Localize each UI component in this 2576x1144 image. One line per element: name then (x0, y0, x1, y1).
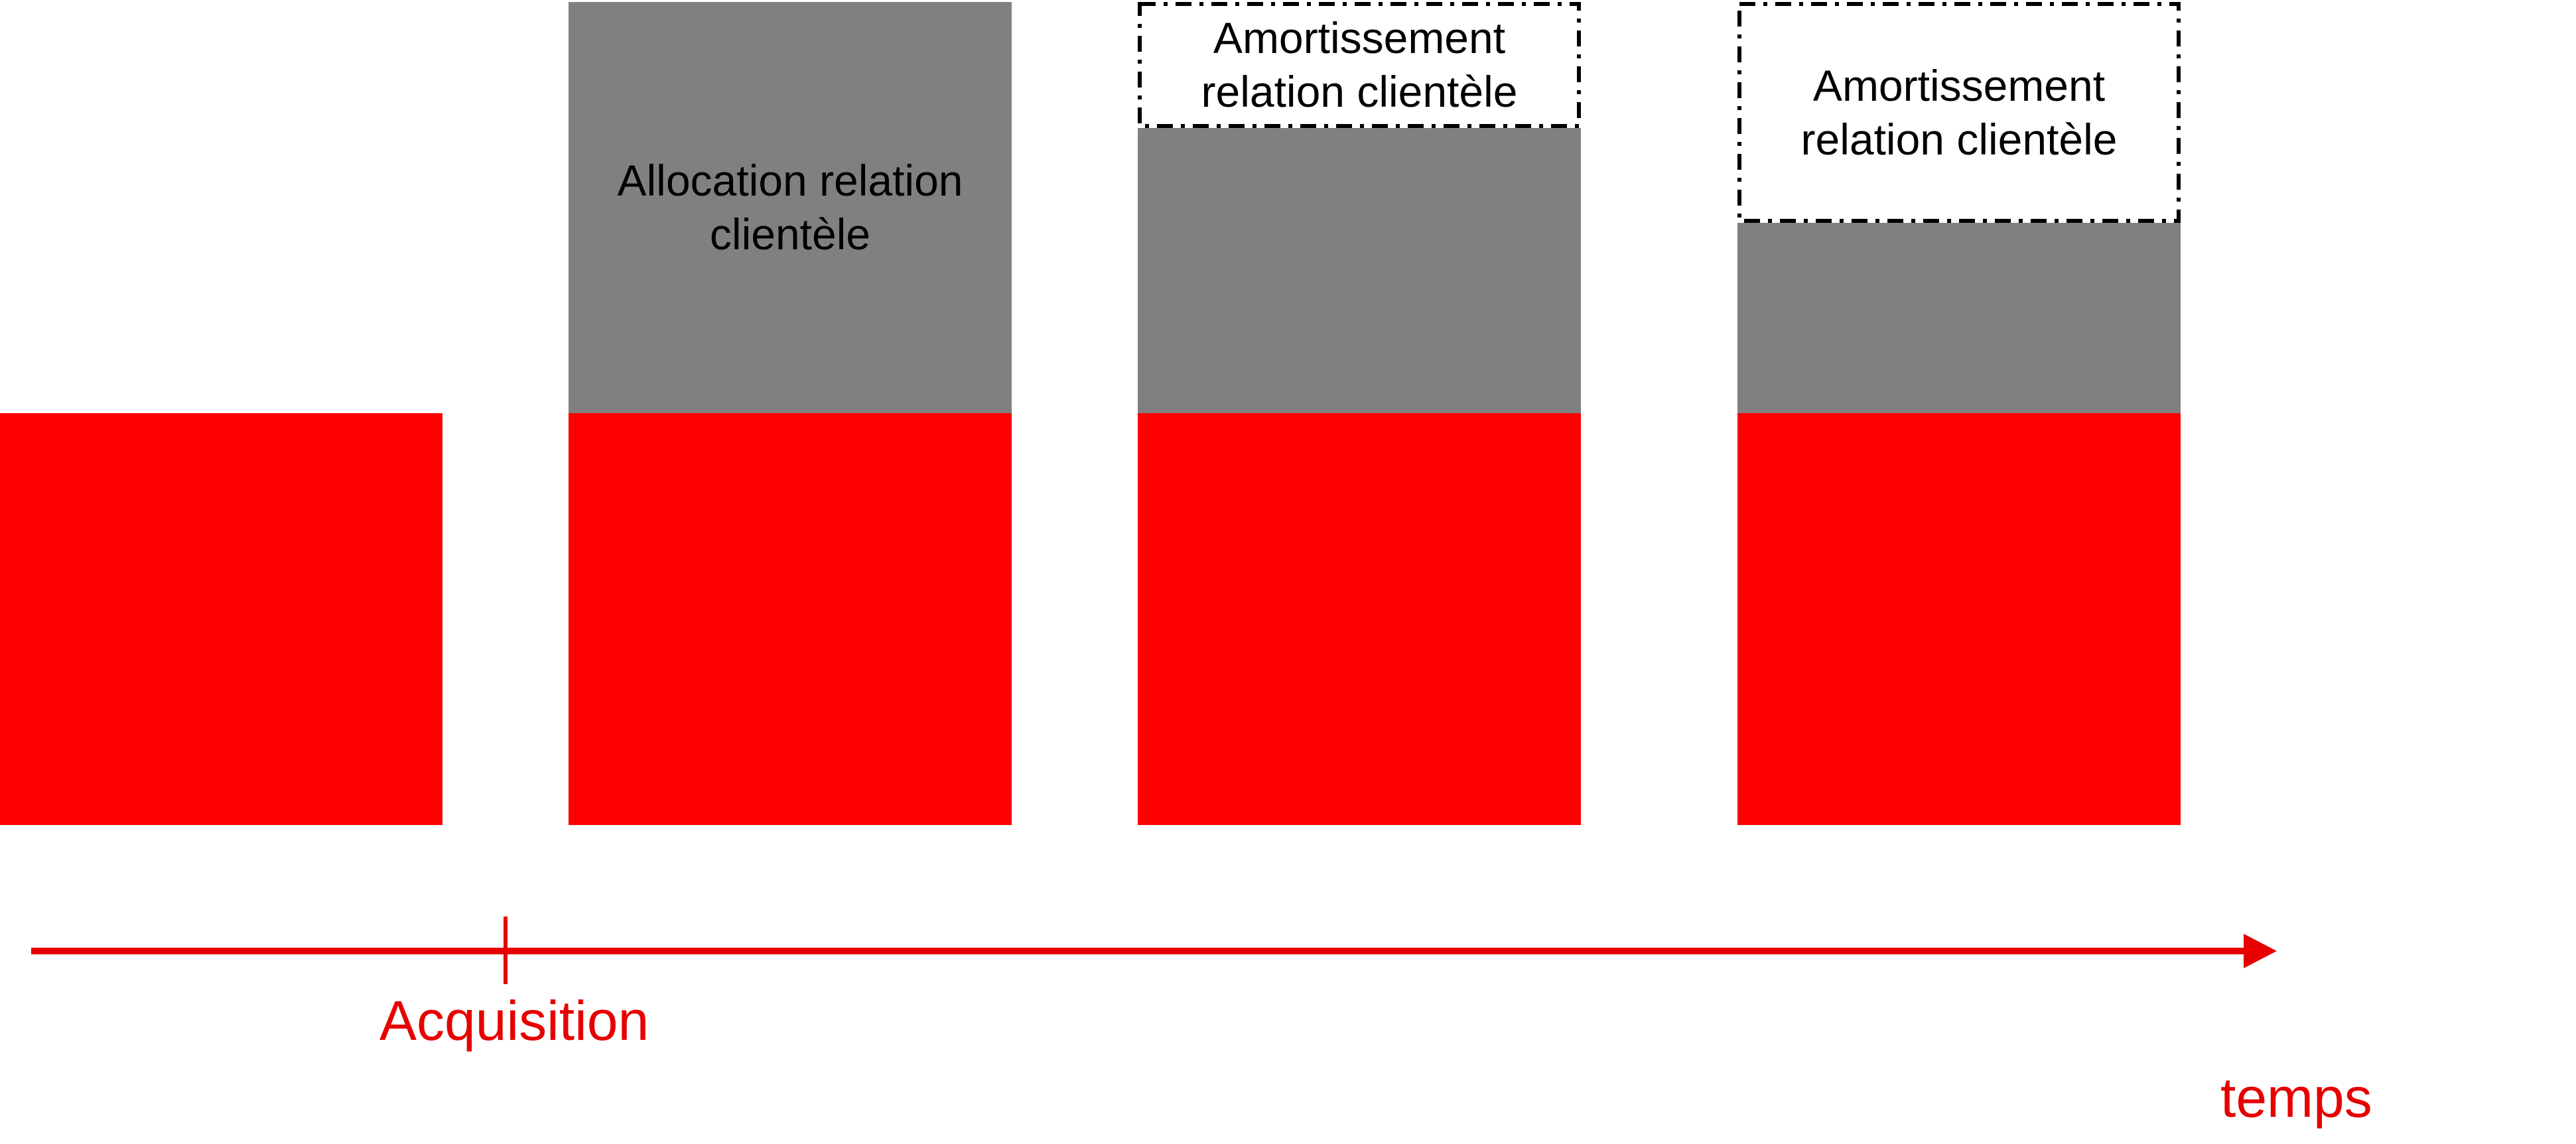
stage-1-base-block (0, 413, 442, 825)
stage-3-amortization-border (1138, 2, 1581, 128)
stage-4-base-block (1737, 413, 2181, 825)
stage-2-base-block (569, 413, 1012, 825)
stage-4-amortization-label: Amortissement relation clientèle (1800, 60, 2118, 164)
stage-2-allocation-label: Allocation relation clientèle (617, 156, 963, 259)
stage-3-allocation-block (1138, 128, 1581, 413)
stage-3-amortization-label: Amortissement relation clientèle (1201, 13, 1518, 116)
stage-4-allocation-block (1737, 223, 2181, 413)
stage-4-amortization-box (1737, 2, 2181, 223)
stage-3-base-block (1138, 413, 1581, 825)
stage-2-allocation-block (569, 2, 1012, 413)
stage-3-amortization-box (1138, 2, 1581, 128)
acquisition-label: Acquisition (379, 989, 649, 1052)
stage-4-amortization-border (1737, 2, 2181, 223)
time-axis-arrowhead (2244, 934, 2277, 968)
time-axis-label: temps (2220, 1066, 2372, 1129)
